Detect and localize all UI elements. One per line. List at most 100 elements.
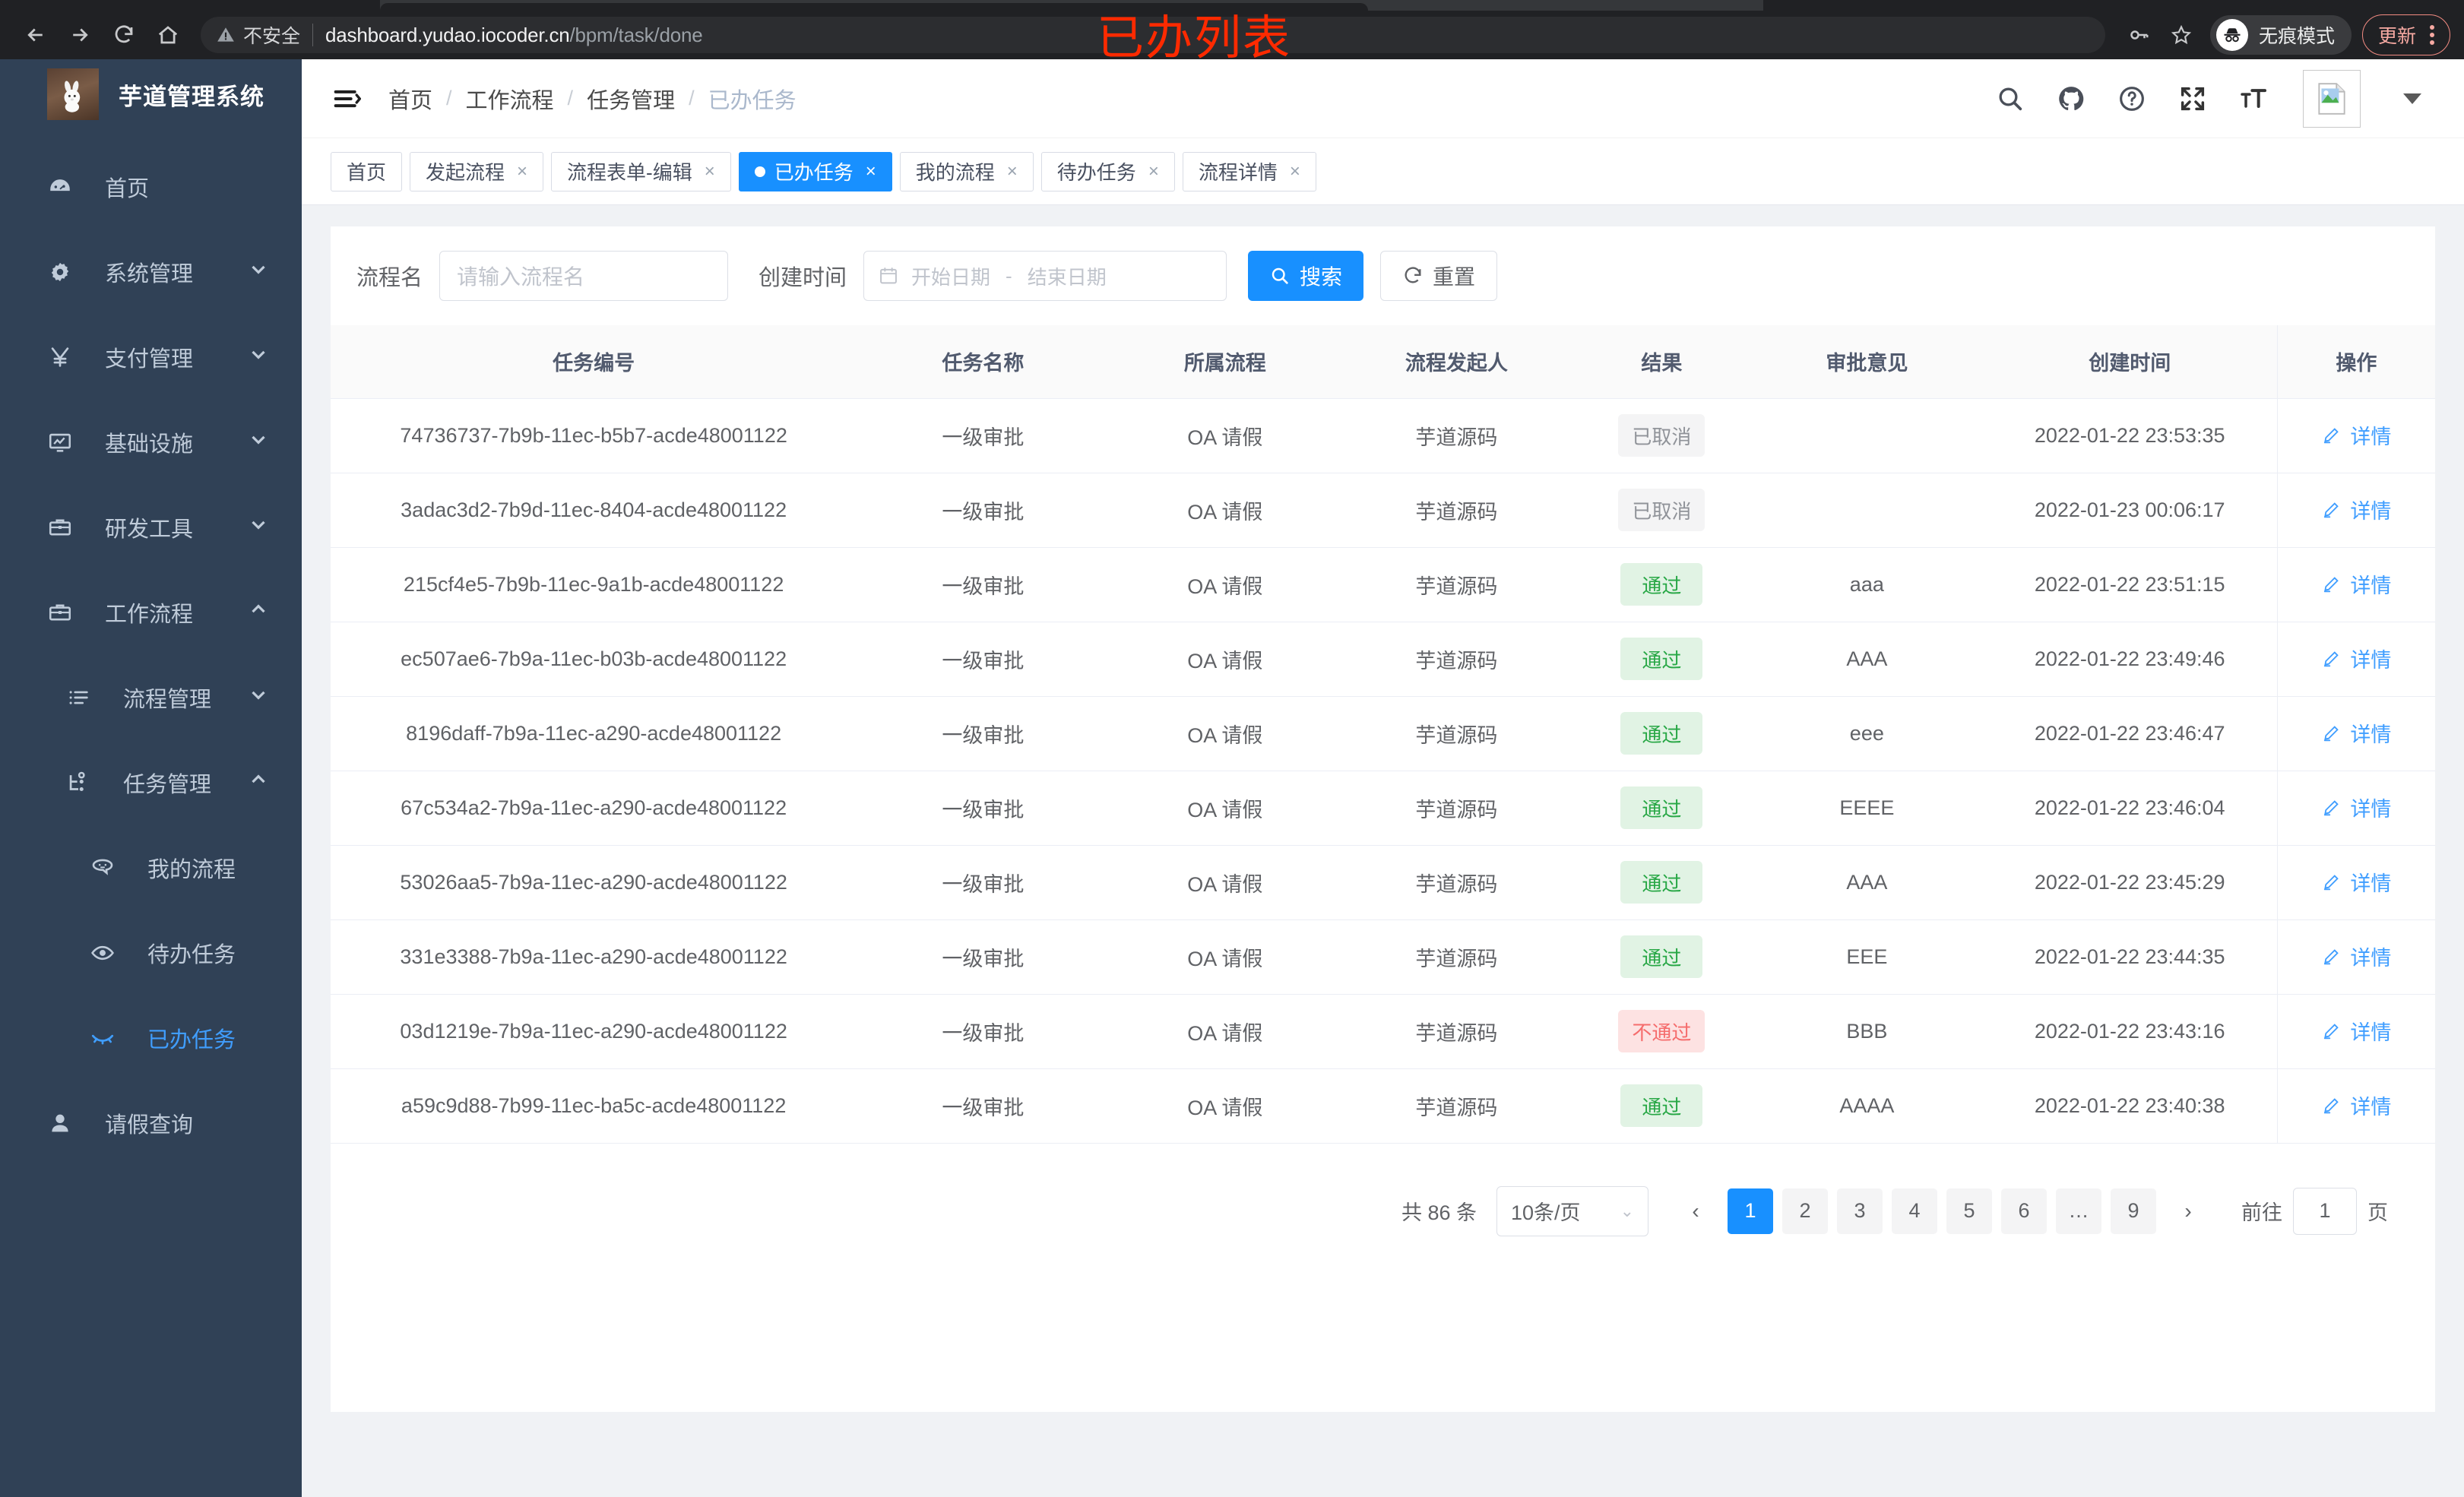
table-row[interactable]: 67c534a2-7b9a-11ec-a290-acde48001122 一级审批… <box>331 771 2435 846</box>
reset-button[interactable]: 重置 <box>1380 251 1498 301</box>
breadcrumb-separator: / <box>567 87 574 109</box>
breadcrumb-item[interactable]: 首页 <box>388 88 433 113</box>
tab-my-process[interactable]: 我的流程 × <box>899 151 1034 191</box>
home-button[interactable] <box>146 13 190 57</box>
table-row[interactable]: a59c9d88-7b99-11ec-ba5c-acde48001122 一级审批… <box>331 1068 2435 1144</box>
sidebar-item-leave-query[interactable]: 请假查询 <box>0 1081 302 1166</box>
table-row[interactable]: 74736737-7b9b-11ec-b5b7-acde48001122 一级审批… <box>331 398 2435 473</box>
edit-pencil-icon <box>2324 1097 2339 1113</box>
sidebar-item-workflow[interactable]: 工作流程 <box>0 570 302 655</box>
jump-page-input[interactable]: 1 <box>2293 1187 2357 1235</box>
back-button[interactable] <box>14 13 58 57</box>
page-size-select[interactable]: 10条/页 ⌄ <box>1496 1185 1648 1236</box>
github-icon[interactable] <box>2054 81 2089 116</box>
cell-comment: eee <box>1751 696 1983 771</box>
browser-tab-left[interactable] <box>0 0 380 11</box>
detail-label: 详情 <box>2350 649 2392 673</box>
tab-done-task[interactable]: 已办任务 × <box>738 151 892 191</box>
table-row[interactable]: 215cf4e5-7b9b-11ec-9a1b-acde48001122 一级审批… <box>331 547 2435 622</box>
pagination-page-6[interactable]: 6 <box>2001 1188 2047 1234</box>
pagination-page-9[interactable]: 9 <box>2111 1188 2156 1234</box>
pagination-prev-button[interactable]: ‹ <box>1692 1198 1699 1223</box>
cell-created: 2022-01-23 00:06:17 <box>1982 473 2278 548</box>
tab-todo-task[interactable]: 待办任务 × <box>1040 151 1175 191</box>
detail-button[interactable]: 详情 <box>2321 569 2391 599</box>
detail-button[interactable]: 详情 <box>2321 420 2391 450</box>
breadcrumb-item[interactable]: 工作流程 <box>465 88 554 113</box>
detail-button[interactable]: 详情 <box>2321 644 2391 673</box>
process-name-input[interactable]: 请输入流程名 <box>439 251 729 301</box>
pagination-page-1[interactable]: 1 <box>1728 1188 1773 1234</box>
not-secure-icon <box>216 25 236 45</box>
brand[interactable]: 芋道管理系统 <box>0 59 302 129</box>
pagination-page-5[interactable]: 5 <box>1946 1188 1992 1234</box>
update-button[interactable]: 更新 <box>2361 14 2450 55</box>
breadcrumb-item[interactable]: 任务管理 <box>587 88 676 113</box>
fullscreen-icon[interactable] <box>2175 81 2210 116</box>
sidebar-item-system[interactable]: 系统管理 <box>0 229 302 315</box>
status-badge: 已取消 <box>1618 414 1705 457</box>
sidebar-item-infrastructure[interactable]: 基础设施 <box>0 400 302 485</box>
tab-process-form-edit[interactable]: 流程表单-编辑 × <box>551 151 731 191</box>
search-icon[interactable] <box>1993 81 2028 116</box>
sidebar-item-my-process[interactable]: 我的流程 <box>0 825 302 910</box>
table-row[interactable]: 53026aa5-7b9a-11ec-a290-acde48001122 一级审批… <box>331 845 2435 920</box>
browser-menu-icon[interactable] <box>2422 25 2442 45</box>
help-circle-icon[interactable] <box>2114 81 2149 116</box>
browser-tab-active[interactable] <box>380 3 1368 11</box>
detail-button[interactable]: 详情 <box>2321 942 2391 971</box>
detail-button[interactable]: 详情 <box>2321 1016 2391 1046</box>
sidebar-item-devtools[interactable]: 研发工具 <box>0 485 302 570</box>
table-row[interactable]: 331e3388-7b9a-11ec-a290-acde48001122 一级审批… <box>331 919 2435 995</box>
table-row[interactable]: ec507ae6-7b9a-11ec-b03b-acde48001122 一级审批… <box>331 622 2435 697</box>
sidebar-item-home[interactable]: 首页 <box>0 144 302 229</box>
hamburger-icon[interactable] <box>328 81 364 117</box>
chevron-down-icon <box>247 343 270 372</box>
create-time-range-picker[interactable]: 开始日期 - 结束日期 <box>863 251 1227 301</box>
detail-button[interactable]: 详情 <box>2321 495 2391 524</box>
close-icon[interactable]: × <box>1289 160 1300 182</box>
cell-comment <box>1751 398 1983 473</box>
close-icon[interactable]: × <box>704 160 715 182</box>
close-icon[interactable]: × <box>865 160 876 182</box>
sidebar-item-payment[interactable]: 支付管理 <box>0 315 302 400</box>
close-icon[interactable]: × <box>517 160 528 182</box>
sidebar-item-done-task[interactable]: 已办任务 <box>0 995 302 1081</box>
detail-button[interactable]: 详情 <box>2321 718 2391 748</box>
tab-process-detail[interactable]: 流程详情 × <box>1182 151 1316 191</box>
table-row[interactable]: 8196daff-7b9a-11ec-a290-acde48001122 一级审批… <box>331 696 2435 771</box>
browser-tabstrip[interactable] <box>0 0 2464 11</box>
close-icon[interactable]: × <box>1148 160 1159 182</box>
close-icon[interactable]: × <box>1006 160 1018 182</box>
tab-start-process[interactable]: 发起流程 × <box>410 151 544 191</box>
sidebar-item-task-manage[interactable]: 任务管理 <box>0 740 302 825</box>
pagination-ellipsis[interactable]: … <box>2056 1188 2101 1234</box>
cell-comment <box>1751 473 1983 548</box>
incognito-indicator[interactable]: 无痕模式 <box>2209 15 2352 55</box>
reload-button[interactable] <box>102 13 146 57</box>
detail-button[interactable]: 详情 <box>2321 867 2391 897</box>
pagination-page-4[interactable]: 4 <box>1892 1188 1937 1234</box>
sidebar-item-process-manage[interactable]: 流程管理 <box>0 655 302 740</box>
pagination-next-button[interactable]: › <box>2184 1198 2192 1223</box>
edit-pencil-icon <box>2324 576 2339 592</box>
address-bar[interactable]: 不安全 dashboard.yudao.iocoder.cn/bpm/task/… <box>201 17 2105 53</box>
cell-result: 通过 <box>1572 845 1752 920</box>
forward-button[interactable] <box>58 13 102 57</box>
tab-home[interactable]: 首页 <box>331 151 403 191</box>
browser-tab-right[interactable] <box>1763 0 2464 11</box>
avatar[interactable] <box>2303 69 2361 128</box>
sidebar-item-todo-task[interactable]: 待办任务 <box>0 910 302 995</box>
bookmark-star-icon[interactable] <box>2160 14 2203 56</box>
table-row[interactable]: 03d1219e-7b9a-11ec-a290-acde48001122 一级审批… <box>331 994 2435 1069</box>
table-row[interactable]: 3adac3d2-7b9d-11ec-8404-acde48001122 一级审批… <box>331 473 2435 548</box>
search-button[interactable]: 搜索 <box>1248 251 1364 301</box>
pagination-page-3[interactable]: 3 <box>1837 1188 1883 1234</box>
password-key-icon[interactable] <box>2117 14 2160 56</box>
chevron-down-icon[interactable] <box>2403 93 2421 104</box>
font-size-icon[interactable] <box>2236 81 2271 116</box>
chevron-down-icon <box>247 513 270 542</box>
detail-button[interactable]: 详情 <box>2321 793 2391 822</box>
detail-button[interactable]: 详情 <box>2321 1090 2391 1120</box>
pagination-page-2[interactable]: 2 <box>1782 1188 1828 1234</box>
